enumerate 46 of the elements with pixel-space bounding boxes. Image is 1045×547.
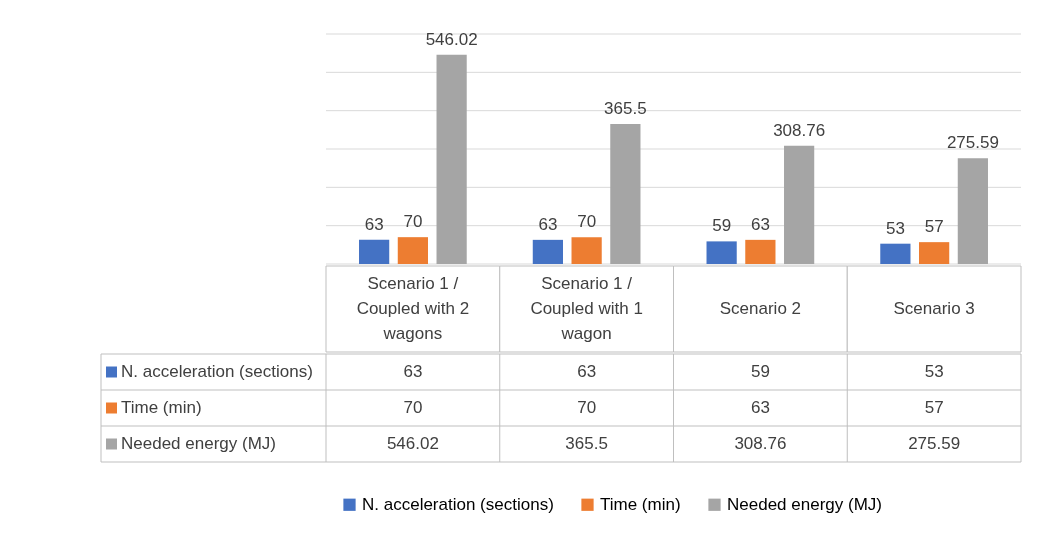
data-label: 57 (924, 398, 944, 417)
legend-label: N. acceleration (sections) (121, 362, 313, 381)
bar (571, 237, 602, 264)
data-label: 63 (538, 214, 558, 234)
bar (745, 239, 776, 264)
data-label: 63 (577, 362, 597, 381)
data-label: 70 (577, 398, 597, 417)
data-label: 70 (577, 212, 597, 232)
bar (359, 239, 390, 264)
data-label: 63 (403, 362, 423, 381)
data-label: 546.02 (386, 434, 439, 453)
category-label: Scenario 1 / Coupled with 1 wagon (530, 274, 643, 343)
data-label: 365.5 (565, 434, 608, 453)
data-label: 53 (885, 218, 905, 238)
bar (706, 241, 737, 264)
bar (397, 237, 428, 264)
data-label: 546.02 (425, 29, 478, 49)
data-label: 57 (924, 217, 944, 237)
data-label: 59 (750, 362, 770, 381)
data-label: 59 (712, 216, 732, 236)
bar (532, 239, 563, 264)
bar (957, 158, 988, 264)
data-label: 365.5 (604, 98, 647, 118)
data-label: 275.59 (946, 133, 999, 153)
category-label: Scenario 2 (719, 299, 802, 318)
data-label: 63 (364, 214, 384, 234)
legend-label: Time (min) (121, 398, 202, 417)
bar (610, 123, 641, 264)
legend-label: N. acceleration (sections) (362, 494, 554, 514)
data-label: 308.76 (773, 120, 826, 140)
category-label: Scenario 1 / Coupled with 2 wagons (356, 274, 470, 343)
bar (436, 54, 467, 264)
bar (880, 243, 911, 264)
legend-label: Needed energy (MJ) (121, 434, 276, 453)
data-label: 70 (403, 398, 423, 417)
data-label: 275.59 (908, 434, 961, 453)
data-label: 63 (750, 214, 770, 234)
legend-label: Needed energy (MJ) (727, 494, 882, 514)
data-label: 308.76 (734, 434, 787, 453)
category-label: Scenario 3 (893, 299, 975, 318)
legend-label: Time (min) (600, 494, 681, 514)
bar (784, 145, 815, 264)
data-label: 63 (750, 398, 770, 417)
data-label: 70 (403, 212, 423, 232)
data-label: 53 (924, 362, 944, 381)
bar (919, 242, 950, 264)
